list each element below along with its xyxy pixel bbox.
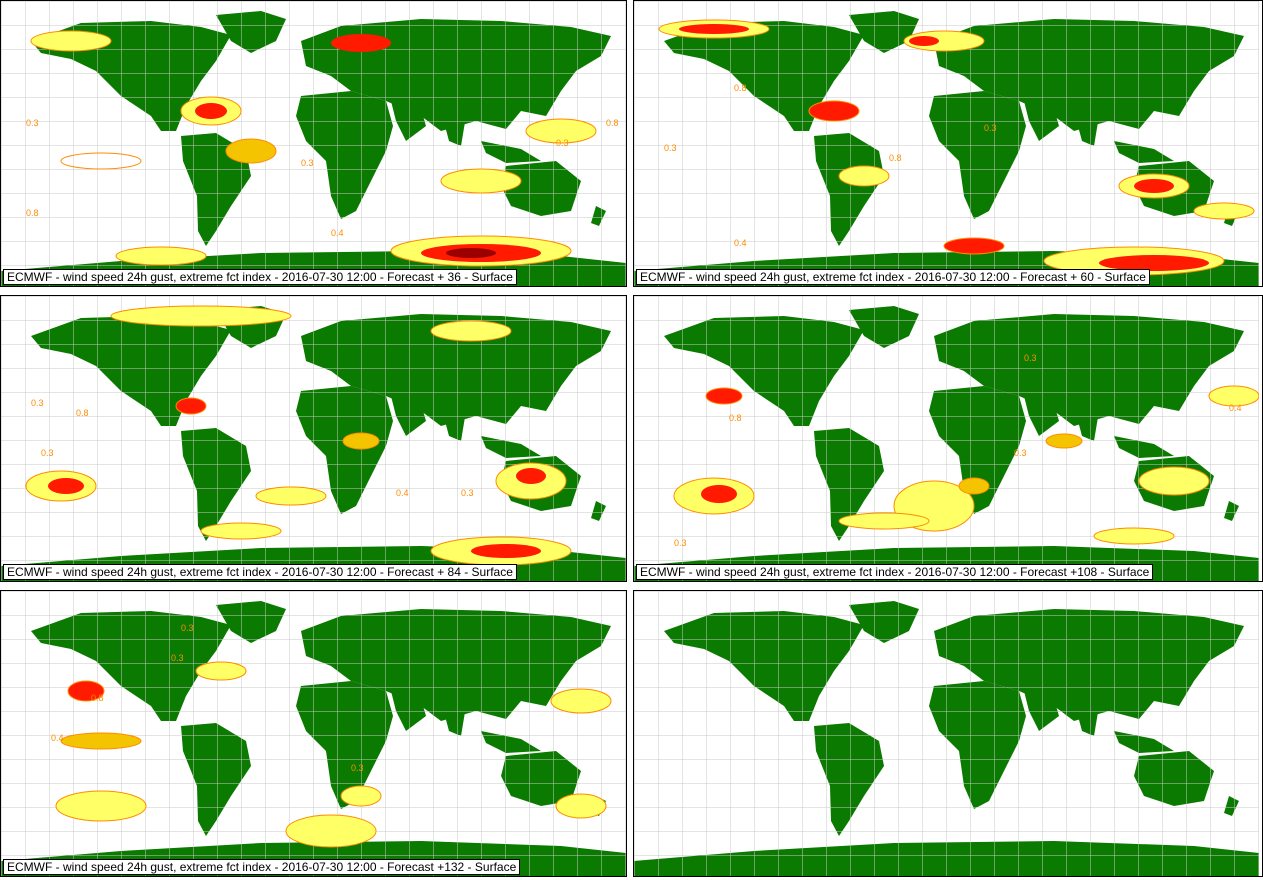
map-panel-forecast-132: 0.3 0.8 0.3 0.3 0.4 ECMWF - wind speed 2… [0,590,627,877]
map-title: ECMWF - wind speed 24h gust, extreme fct… [636,564,1154,580]
map-title: ECMWF - wind speed 24h gust, extreme fct… [3,859,521,875]
contour-label: 0.4 [396,488,409,498]
wind-gust-anomaly-areas [658,19,1255,276]
contour-label: 0.3 [301,158,314,168]
map-title: ECMWF - wind speed 24h gust, extreme fct… [3,269,517,285]
world-map: 0.3 0.8 0.3 0.3 0.4 [1,591,626,876]
contour-label: 0.8 [76,408,89,418]
contour-label: 0.3 [1014,448,1027,458]
world-map: 0.3 0.8 0.3 0.3 0.4 [634,296,1259,581]
contour-label: 0.8 [729,413,742,423]
map-title: ECMWF - wind speed 24h gust, extreme fct… [636,269,1150,285]
contour-label: 0.3 [664,143,677,153]
wind-gust-anomaly-areas [25,305,572,566]
contour-label: 0.3 [674,538,687,548]
contour-label: 0.4 [331,228,344,238]
contour-label: 0.3 [26,118,39,128]
map-title: ECMWF - wind speed 24h gust, extreme fct… [3,564,517,580]
contour-label: 0.8 [91,693,104,703]
map-panel-empty [633,590,1263,877]
world-map [634,591,1259,876]
contour-label: 0.3 [984,123,997,133]
contour-label: 0.8 [889,153,902,163]
contour-label: 0.8 [606,118,619,128]
wind-gust-anomaly-areas [55,661,612,848]
contour-label: 0.3 [181,623,194,633]
world-map: 0.8 0.3 0.3 0.8 0.4 [634,1,1259,286]
contour-label: 0.3 [461,488,474,498]
contour-label: 0.8 [26,208,39,218]
contour-label: 0.3 [41,448,54,458]
contour-label: 0.3 [556,138,569,148]
contour-label: 0.8 [734,83,747,93]
wind-gust-anomaly-areas [673,385,1259,545]
contour-label: 0.3 [351,763,364,773]
world-map: 0.3 0.8 0.3 0.4 0.3 [1,296,626,581]
map-panel-forecast-36: 0.3 0.8 0.4 0.3 0.8 0.3 ECMWF - wind spe… [0,0,627,287]
contour-label: 0.4 [1229,403,1242,413]
map-panel-forecast-84: 0.3 0.8 0.3 0.4 0.3 ECMWF - wind speed 2… [0,295,627,582]
map-panel-forecast-60: 0.8 0.3 0.3 0.8 0.4 ECMWF - wind speed 2… [633,0,1263,287]
contour-label: 0.4 [51,733,64,743]
contour-label: 0.3 [31,398,44,408]
world-map: 0.3 0.8 0.4 0.3 0.8 0.3 [1,1,626,286]
contour-label: 0.4 [734,238,747,248]
contour-label: 0.3 [171,653,184,663]
map-panel-forecast-108: 0.3 0.8 0.3 0.3 0.4 ECMWF - wind speed 2… [633,295,1263,582]
wind-gust-anomaly-areas [30,30,597,267]
contour-label: 0.3 [1024,353,1037,363]
